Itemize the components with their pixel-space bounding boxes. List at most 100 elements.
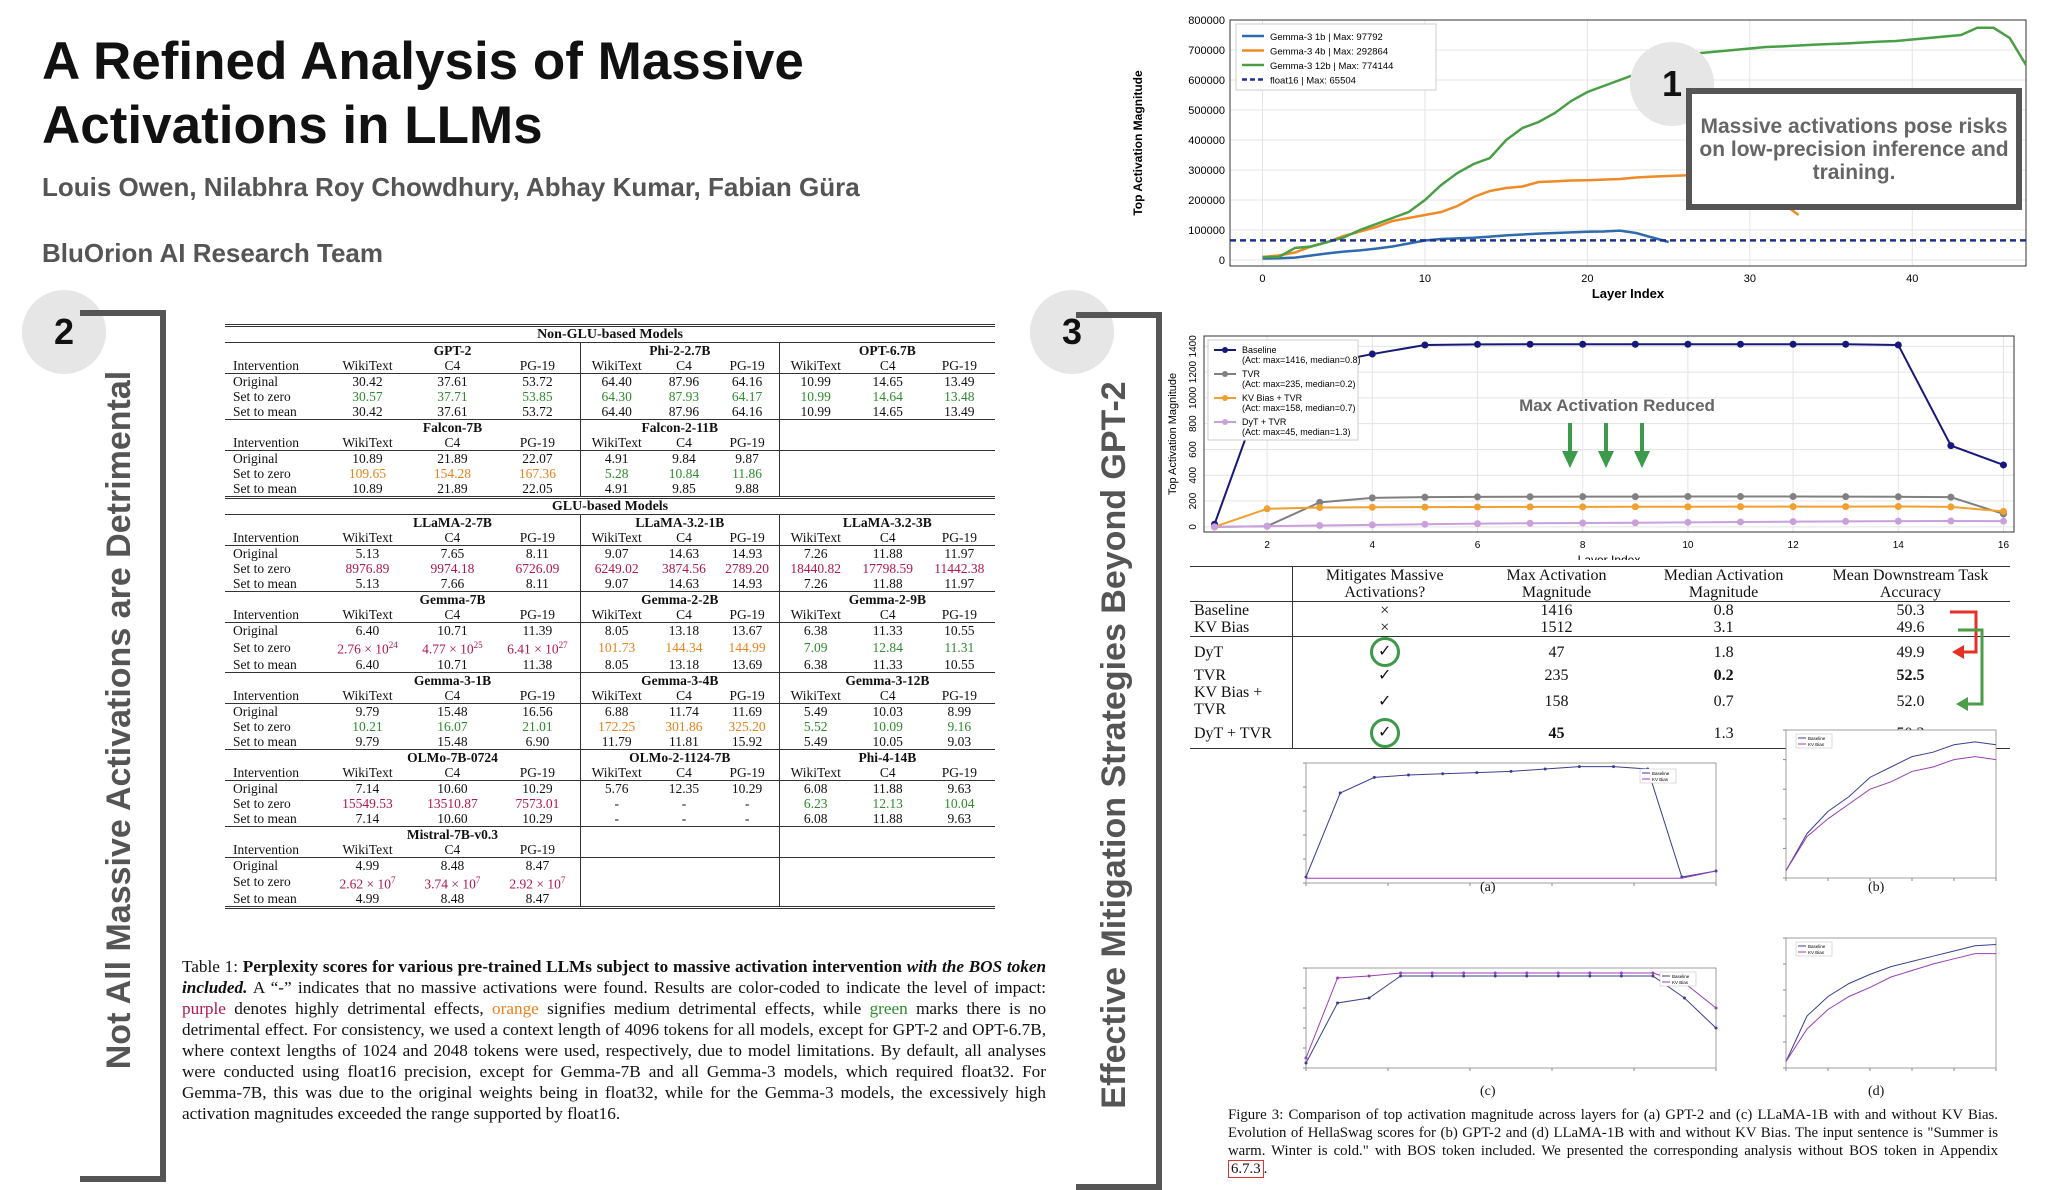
table-row: Set to mean 9.79 15.48 6.90 11.79 11.81 15.92 5… xyxy=(225,733,995,749)
table-cell: 53.72 xyxy=(522,404,553,419)
legend-marker xyxy=(1222,347,1228,353)
model-name: LLaMA-3.2-1B xyxy=(579,514,780,530)
authors: Louis Owen, Nilabhra Roy Chowdhury, Abha… xyxy=(42,172,860,202)
table-cell: 2.76 × 1024 xyxy=(337,640,398,657)
data-point xyxy=(1462,974,1466,978)
legend-label: float16 | Max: 65504 xyxy=(1270,76,1356,87)
table-cell: 8.48 xyxy=(409,891,495,909)
column-header: WikiText xyxy=(778,764,852,781)
data-point xyxy=(1619,971,1623,975)
table-row: Set to mean 10.89 21.89 22.05 4.91 9.85 9.88 xyxy=(225,481,995,498)
table-cell: 14.93 xyxy=(731,546,763,561)
table-cell: 13510.87 xyxy=(427,795,478,811)
table-row: Set to mean 7.14 10.60 10.29 - - - 6.08 11.88 9.6… xyxy=(225,810,995,826)
data-point xyxy=(1368,503,1376,511)
series-line xyxy=(1214,505,2004,528)
plot-frame xyxy=(1785,729,1997,879)
table-cell: 13.67 xyxy=(731,623,763,638)
data-point xyxy=(1367,996,1371,1000)
column-header-row: Intervention WikiText C4 PG-19 WikiText C4 PG-… xyxy=(225,530,995,546)
column-header: C4 xyxy=(652,530,716,546)
table-cell: 87.93 xyxy=(668,389,700,404)
down-arrow-head xyxy=(1562,451,1578,468)
table-row: Original 30.42 37.61 53.72 64.40 87.96 64.16 10… xyxy=(225,373,995,389)
x-tick-label: 10 xyxy=(1419,273,1431,285)
data-point xyxy=(1714,1006,1718,1010)
table-cell: 7.09 xyxy=(778,638,852,657)
data-point xyxy=(1684,518,1692,526)
column-header: C4 xyxy=(409,435,495,451)
table-cell: 11.88 xyxy=(872,780,903,796)
table-cell: 9.63 xyxy=(947,780,972,796)
data-point xyxy=(1588,971,1592,975)
table-cell: 6.40 xyxy=(355,656,380,672)
data-point xyxy=(1399,971,1403,975)
table2-header: Mitigates Massive Activations? Max Activ… xyxy=(1190,566,2010,602)
table-cell: 21.89 xyxy=(437,451,468,466)
table-cell: 11442.38 xyxy=(934,561,985,576)
table-cell: 13.18 xyxy=(668,656,700,672)
row-label: Intervention xyxy=(225,607,326,623)
table-cell: 87.96 xyxy=(668,374,700,389)
table-cell: 64.40 xyxy=(579,404,653,420)
row-label: Set to zero xyxy=(233,639,291,655)
data-point xyxy=(1736,493,1744,501)
table-cell: 16.07 xyxy=(437,718,468,734)
accuracy-cell: 52.0 xyxy=(1896,692,1925,710)
data-point xyxy=(1556,971,1560,975)
table-row: Original 6.40 10.71 11.39 8.05 13.18 13.67 6.38… xyxy=(225,622,995,638)
column-header: PG-19 xyxy=(923,687,995,704)
data-point xyxy=(1211,523,1219,531)
table-cell: 6.38 xyxy=(778,656,852,672)
table-cell: 154.28 xyxy=(433,466,471,481)
max-reduced-label: Max Activation Reduced xyxy=(1519,396,1715,415)
data-point xyxy=(1336,1001,1340,1005)
table-cell: 10.03 xyxy=(872,703,903,719)
y-tick-label: 0 xyxy=(1188,524,1199,530)
model-name: Falcon-7B xyxy=(325,419,581,435)
column-header: PG-19 xyxy=(494,687,581,704)
table-cell: 10.71 xyxy=(437,656,468,672)
x-tick-label: 4 xyxy=(1370,540,1376,551)
model-name: LLaMA-2-7B xyxy=(325,514,581,530)
table-cell: 10.29 xyxy=(522,780,553,796)
table-cell: 9.63 xyxy=(947,810,972,826)
row-label: Original xyxy=(233,623,278,638)
table-row: Set to mean 5.13 7.66 8.11 9.07 14.63 14.93 7.2… xyxy=(225,576,995,592)
table-cell: 2789.20 xyxy=(725,561,770,576)
median-cell: 1.3 xyxy=(1636,718,1811,749)
mitigates-cell: × xyxy=(1291,601,1477,619)
data-point xyxy=(1714,1026,1718,1030)
table-cell: 6.88 xyxy=(579,703,653,719)
x-tick-label: 6 xyxy=(1475,540,1481,551)
table-cell: 9.88 xyxy=(735,481,759,496)
table-cell: 10.04 xyxy=(944,795,975,811)
table-cell: 10.89 xyxy=(352,481,383,496)
data-point xyxy=(1588,974,1592,978)
column-header: PG-19 xyxy=(923,358,995,374)
data-point xyxy=(1304,1061,1308,1065)
model-name: LLaMA-3.2-3B xyxy=(778,514,995,530)
data-point xyxy=(1579,503,1587,511)
table-cell: 2.62 × 107 xyxy=(339,874,396,892)
data-point xyxy=(1842,517,1850,525)
column-header: WikiText xyxy=(325,530,410,546)
row-label: Intervention xyxy=(225,687,326,704)
poster-title: A Refined Analysis of Massive Activation… xyxy=(42,32,804,155)
appendix-ref[interactable]: 6.7.3 xyxy=(1228,1160,1264,1178)
table-cell: 13.18 xyxy=(668,623,700,638)
table-cell: 15.92 xyxy=(731,733,763,749)
table-row: KV Bias + TVR ✓ 158 0.7 52.0 xyxy=(1190,684,2010,718)
data-point xyxy=(1651,971,1655,975)
table-cell: 64.16 xyxy=(731,404,763,419)
max-cell: 235 xyxy=(1544,667,1569,684)
y-tick-label: 400 xyxy=(1188,466,1199,483)
row-label: Set to mean xyxy=(233,733,297,749)
data-point xyxy=(1684,493,1692,501)
column-header: PG-19 xyxy=(715,435,780,451)
table-cell: 18440.82 xyxy=(778,561,852,576)
table-cell: 6.23 xyxy=(778,795,852,811)
legend-label: Baseline xyxy=(1808,944,1826,949)
